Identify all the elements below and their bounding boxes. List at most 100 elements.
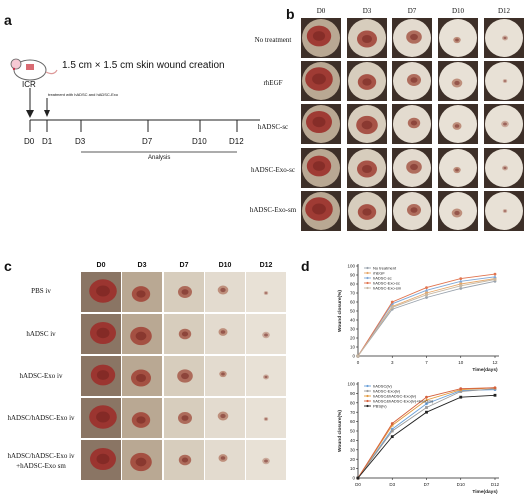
wound-photo bbox=[438, 18, 478, 58]
timepoint-d10: D10 bbox=[192, 137, 207, 146]
data-point bbox=[493, 386, 497, 390]
y-tick-label: 0 bbox=[352, 476, 355, 481]
timeline-arrows bbox=[26, 88, 50, 118]
wound-photo bbox=[164, 440, 204, 480]
wound-photo bbox=[438, 61, 478, 101]
y-tick-label: 100 bbox=[347, 264, 355, 269]
wound-photo bbox=[164, 356, 204, 396]
wound-creation-text: 1.5 cm × 1.5 cm skin wound creation bbox=[62, 60, 225, 71]
x-tick-label: 7 bbox=[425, 360, 428, 365]
wound-photo bbox=[484, 148, 524, 188]
panel-b-row-hadsc-exo-sc: hADSC-Exo-sc bbox=[251, 166, 295, 174]
wound-photo bbox=[81, 272, 121, 312]
panel-b-col-d7: D7 bbox=[407, 7, 417, 15]
data-point bbox=[390, 423, 394, 427]
x-tick-label: D12 bbox=[491, 482, 500, 487]
analysis-label: Analysis bbox=[148, 155, 171, 161]
wound-photo bbox=[81, 314, 121, 354]
y-tick-label: 90 bbox=[350, 273, 356, 278]
panel-c-row-pbs-iv: PBS iv bbox=[31, 287, 51, 295]
panel-c-row-combo-iv-sm-line1: hADSC/hADSC-Exo iv bbox=[7, 452, 75, 460]
data-point bbox=[390, 302, 394, 305]
data-point bbox=[459, 287, 463, 290]
wound-photo bbox=[438, 191, 478, 231]
data-point bbox=[390, 306, 394, 309]
x-tick-label: D7 bbox=[424, 482, 430, 487]
timepoint-d1: D1 bbox=[42, 137, 53, 146]
wound-photo bbox=[301, 148, 341, 188]
y-tick-label: 70 bbox=[350, 291, 356, 296]
wound-photo bbox=[205, 440, 245, 480]
y-tick-label: 50 bbox=[350, 309, 356, 314]
wound-photo bbox=[484, 61, 524, 101]
x-tick-label: 12 bbox=[492, 360, 498, 365]
legend-label: hADSC&hADSC-Exo(iv) bbox=[373, 394, 417, 399]
data-point bbox=[424, 398, 429, 402]
wound-photo bbox=[122, 272, 162, 312]
y-tick-label: 20 bbox=[350, 336, 356, 341]
y-tick-label: 50 bbox=[350, 429, 356, 434]
wound-photo bbox=[246, 440, 286, 480]
panel-c-row-combo-iv: hADSC/hADSC-Exo iv bbox=[7, 414, 75, 422]
legend-marker bbox=[366, 271, 369, 275]
data-point bbox=[493, 272, 497, 276]
panel-c-col-d0: D0 bbox=[96, 262, 106, 269]
data-point bbox=[390, 300, 394, 304]
panel-b-row-hadsc-exo-sm: hADSC-Exo-sm bbox=[249, 206, 297, 214]
y-tick-label: 90 bbox=[350, 391, 356, 396]
data-point bbox=[459, 277, 463, 280]
y-tick-label: 20 bbox=[350, 457, 356, 462]
legend-label: No treatment bbox=[373, 266, 397, 271]
legend-label: hADSC-Exo-sm bbox=[373, 286, 402, 291]
wound-closure-chart-sc: 0 10 20 30 40 50 60 70 80 90 100 0 3 7 10 12 Time(days) W… bbox=[337, 264, 499, 373]
data-point bbox=[356, 476, 360, 480]
data-point bbox=[425, 410, 428, 414]
wound-photo bbox=[205, 398, 245, 438]
treatment-text: treatment with hADSC and hADSC-Exo bbox=[48, 92, 119, 97]
panel-b-col-d0: D0 bbox=[316, 7, 326, 15]
wound-photo bbox=[301, 61, 341, 101]
panel-d-label: d bbox=[301, 258, 310, 274]
panel-b-row-hadsc-sc: hADSC-sc bbox=[257, 123, 289, 131]
data-point bbox=[425, 291, 428, 295]
panel-c-row-hadsc-iv: hADSC iv bbox=[26, 330, 56, 338]
legend-label: hADSC&hADSC-Exo(iv)+Exo(sm) bbox=[373, 399, 434, 404]
wound-photo bbox=[164, 314, 204, 354]
wound-photo bbox=[164, 398, 204, 438]
panel-b-row-rhegf: rhEGF bbox=[263, 79, 283, 87]
wound-photo bbox=[246, 398, 286, 438]
panel-c-col-d10: D10 bbox=[218, 262, 232, 269]
wound-photo bbox=[484, 18, 524, 58]
wound-photo bbox=[438, 148, 478, 188]
y-tick-label: 10 bbox=[350, 466, 356, 471]
legend-label: hADSC-sc bbox=[373, 276, 392, 281]
wound-photo bbox=[347, 191, 387, 231]
data-point bbox=[493, 393, 497, 397]
data-point bbox=[493, 278, 497, 281]
legend-marker bbox=[366, 404, 369, 408]
wound-photo bbox=[81, 398, 121, 438]
wound-photo bbox=[246, 272, 286, 312]
wound-photo bbox=[81, 356, 121, 396]
legend-marker bbox=[366, 266, 369, 270]
panel-b-row-no-treatment: No treatment bbox=[254, 36, 292, 44]
wound-photo bbox=[122, 356, 162, 396]
wound-photo bbox=[246, 356, 286, 396]
timepoint-d0: D0 bbox=[24, 137, 35, 146]
data-point bbox=[493, 275, 497, 278]
timepoint-d12: D12 bbox=[229, 137, 244, 146]
y-tick-label: 70 bbox=[350, 410, 356, 415]
x-axis-label: Time(days) bbox=[472, 489, 498, 495]
wound-photo bbox=[347, 61, 387, 101]
wound-photo bbox=[438, 104, 478, 144]
timepoint-d3: D3 bbox=[75, 137, 86, 146]
wound-photo bbox=[392, 104, 432, 144]
data-point bbox=[459, 279, 463, 283]
y-tick-label: 40 bbox=[350, 438, 356, 443]
data-point bbox=[459, 284, 463, 288]
timepoint-d7: D7 bbox=[142, 137, 153, 146]
wound-photo bbox=[205, 314, 245, 354]
data-point bbox=[425, 286, 428, 289]
legend-marker bbox=[366, 384, 369, 388]
wound-photo bbox=[347, 18, 387, 58]
